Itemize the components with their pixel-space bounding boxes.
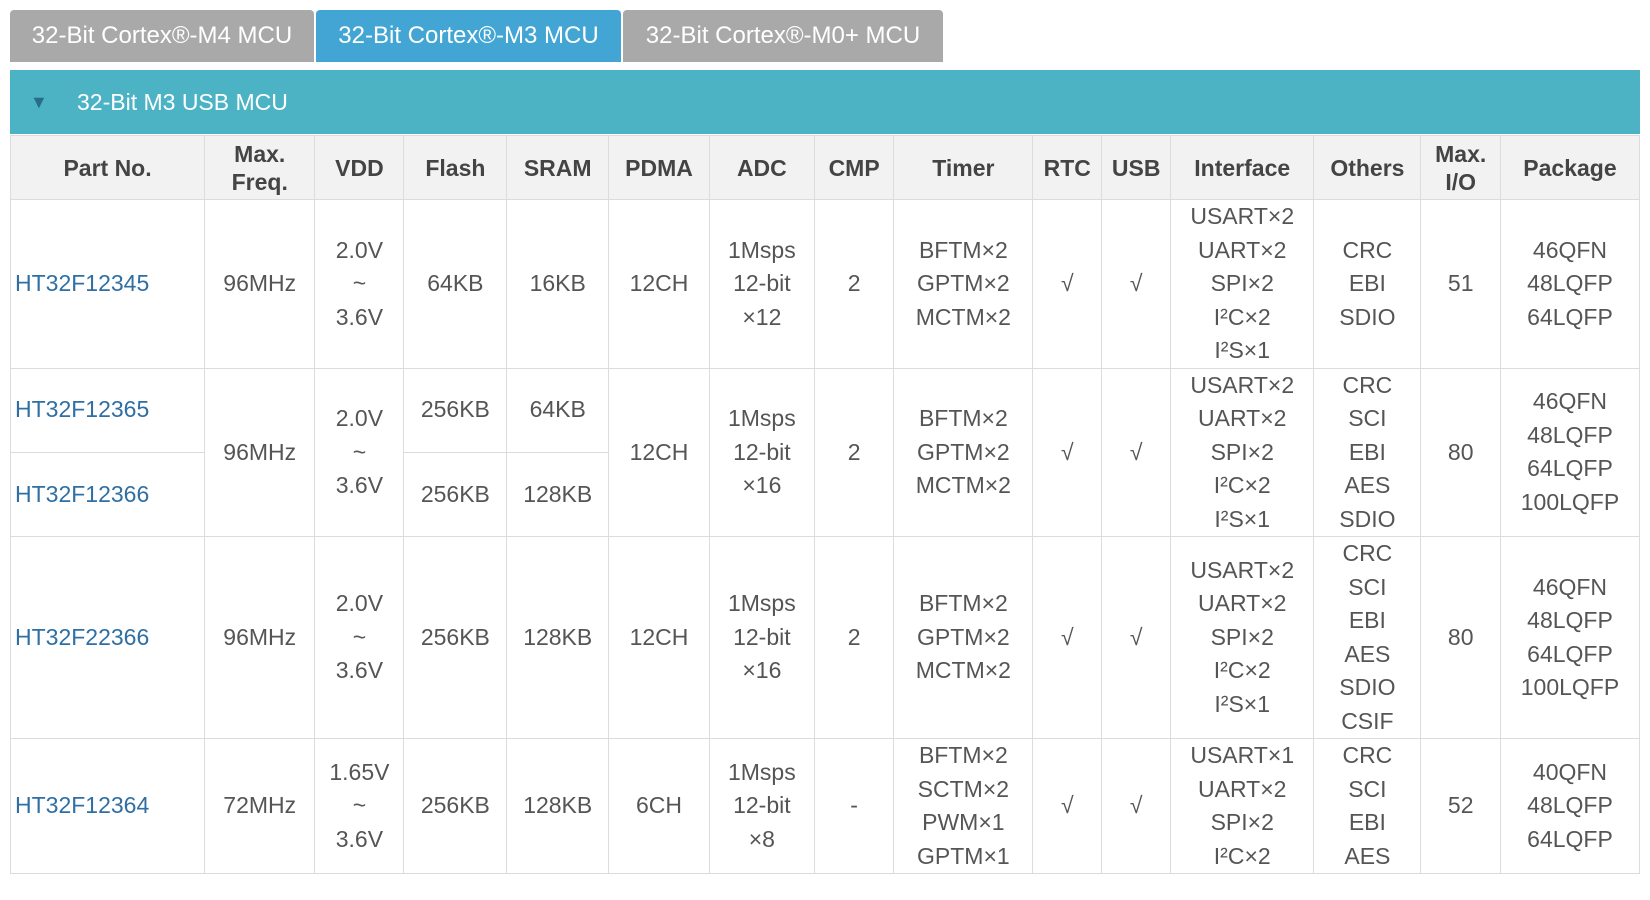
cell-others: CRC SCI EBI AES SDIO: [1313, 367, 1422, 537]
cell-cmp: -: [813, 738, 895, 874]
cell-max-io: 80: [1420, 367, 1501, 537]
cell-adc: 1Msps 12-bit ×12: [708, 199, 815, 369]
cell-max-io: 80: [1420, 536, 1501, 739]
cell-package: 46QFN 48LQFP 64LQFP: [1499, 199, 1641, 369]
cell-pdma: 6CH: [608, 738, 710, 874]
cell-sram: 16KB: [506, 199, 610, 369]
col-header-package: Package: [1499, 135, 1641, 200]
cell-flash: 256KB: [403, 367, 508, 453]
cell-vdd: 1.65V ~3.6V: [314, 738, 405, 874]
cell-flash: 256KB: [403, 738, 508, 874]
cell-timer: BFTM×2 GPTM×2 MCTM×2: [893, 367, 1034, 537]
col-header-max-io: Max. I/O: [1420, 135, 1501, 200]
group-title: 32-Bit M3 USB MCU: [77, 89, 288, 115]
col-header-others: Others: [1313, 135, 1422, 200]
cell-interface: USART×2 UART×2 SPI×2 I²C×2 I²S×1: [1170, 199, 1315, 369]
mcu-spec-table: Part No. Max. Freq. VDD Flash SRAM PDMA …: [9, 135, 1641, 874]
col-header-flash: Flash: [403, 135, 508, 200]
cell-package: 46QFN 48LQFP 64LQFP 100LQFP: [1499, 367, 1641, 537]
cell-pdma: 12CH: [608, 536, 710, 739]
cell-sram: 128KB: [506, 536, 610, 739]
cell-package: 40QFN 48LQFP 64LQFP: [1499, 738, 1641, 874]
cell-max-io: 51: [1420, 199, 1501, 369]
cell-adc: 1Msps 12-bit ×16: [708, 536, 815, 739]
cell-rtc: √: [1032, 536, 1103, 739]
cell-vdd: 2.0V ~3.6V: [314, 367, 405, 537]
cell-vdd: 2.0V ~3.6V: [314, 536, 405, 739]
part-link-ht32f12365[interactable]: HT32F12365: [9, 367, 206, 453]
tab-cortex-m0plus[interactable]: 32-Bit Cortex®-M0+ MCU: [623, 10, 943, 62]
col-header-vdd: VDD: [314, 135, 405, 200]
cell-rtc: √: [1032, 367, 1103, 537]
table-row: HT32F12365 96MHz 2.0V ~3.6V 256KB 64KB 12…: [9, 367, 1641, 537]
cell-max-freq: 96MHz: [204, 199, 316, 369]
cell-usb: √: [1101, 367, 1172, 537]
triangle-down-icon: ▼: [30, 92, 48, 112]
cell-sram: 128KB: [506, 451, 610, 538]
col-header-rtc: RTC: [1032, 135, 1103, 200]
cell-usb: √: [1101, 536, 1172, 739]
cell-interface: USART×2 UART×2 SPI×2 I²C×2 I²S×1: [1170, 536, 1315, 739]
cell-sram: 128KB: [506, 738, 610, 874]
table-row: HT32F12345 96MHz 2.0V ~3.6V 64KB 16KB 12C…: [9, 199, 1641, 369]
cell-max-freq: 72MHz: [204, 738, 316, 874]
cell-flash: 256KB: [403, 536, 508, 739]
col-header-pdma: PDMA: [608, 135, 710, 200]
part-link-ht32f12366[interactable]: HT32F12366: [9, 451, 206, 538]
cell-max-freq: 96MHz: [204, 536, 316, 739]
cell-pdma: 12CH: [608, 367, 710, 537]
table-row: HT32F22366 96MHz 2.0V ~3.6V 256KB 128KB 1…: [9, 536, 1641, 739]
cell-timer: BFTM×2 SCTM×2 PWM×1 GPTM×1: [893, 738, 1034, 874]
part-link-ht32f12364[interactable]: HT32F12364: [9, 738, 206, 874]
cell-others: CRC SCI EBI AES: [1313, 738, 1422, 874]
cell-timer: BFTM×2 GPTM×2 MCTM×2: [893, 536, 1034, 739]
cell-adc: 1Msps 12-bit ×16: [708, 367, 815, 537]
cell-interface: USART×1 UART×2 SPI×2 I²C×2: [1170, 738, 1315, 874]
cell-rtc: √: [1032, 199, 1103, 369]
cell-vdd: 2.0V ~3.6V: [314, 199, 405, 369]
col-header-interface: Interface: [1170, 135, 1315, 200]
col-header-part-no: Part No.: [9, 135, 206, 200]
table-header-row: Part No. Max. Freq. VDD Flash SRAM PDMA …: [9, 135, 1641, 200]
col-header-max-freq: Max. Freq.: [204, 135, 316, 200]
cell-pdma: 12CH: [608, 199, 710, 369]
tab-cortex-m3[interactable]: 32-Bit Cortex®-M3 MCU: [316, 10, 621, 62]
part-link-ht32f22366[interactable]: HT32F22366: [9, 536, 206, 739]
col-header-timer: Timer: [893, 135, 1034, 200]
col-header-cmp: CMP: [813, 135, 895, 200]
cell-package: 46QFN 48LQFP 64LQFP 100LQFP: [1499, 536, 1641, 739]
cell-cmp: 2: [813, 536, 895, 739]
tab-cortex-m4[interactable]: 32-Bit Cortex®-M4 MCU: [10, 10, 314, 62]
cell-usb: √: [1101, 738, 1172, 874]
cell-rtc: √: [1032, 738, 1103, 874]
cell-adc: 1Msps 12-bit ×8: [708, 738, 815, 874]
table-row: HT32F12366 256KB 128KB: [9, 451, 1640, 538]
cell-sram: 64KB: [506, 367, 610, 453]
cell-flash: 256KB: [403, 451, 508, 538]
cell-others: CRC SCI EBI AES SDIO CSIF: [1313, 536, 1422, 739]
part-link-ht32f12345[interactable]: HT32F12345: [9, 199, 206, 369]
col-header-adc: ADC: [708, 135, 815, 200]
cell-usb: √: [1101, 199, 1172, 369]
table-row: HT32F12364 72MHz 1.65V ~3.6V 256KB 128KB …: [9, 738, 1641, 874]
group-header-m3-usb[interactable]: ▼ 32-Bit M3 USB MCU: [10, 70, 1640, 134]
cell-cmp: 2: [813, 199, 895, 369]
cell-timer: BFTM×2 GPTM×2 MCTM×2: [893, 199, 1034, 369]
cell-interface: USART×2 UART×2 SPI×2 I²C×2 I²S×1: [1170, 367, 1315, 537]
cell-max-io: 52: [1420, 738, 1501, 874]
cell-cmp: 2: [813, 367, 895, 537]
col-header-sram: SRAM: [506, 135, 610, 200]
cell-others: CRC EBI SDIO: [1313, 199, 1422, 369]
cell-flash: 64KB: [403, 199, 508, 369]
col-header-usb: USB: [1101, 135, 1172, 200]
cell-max-freq: 96MHz: [204, 367, 316, 537]
